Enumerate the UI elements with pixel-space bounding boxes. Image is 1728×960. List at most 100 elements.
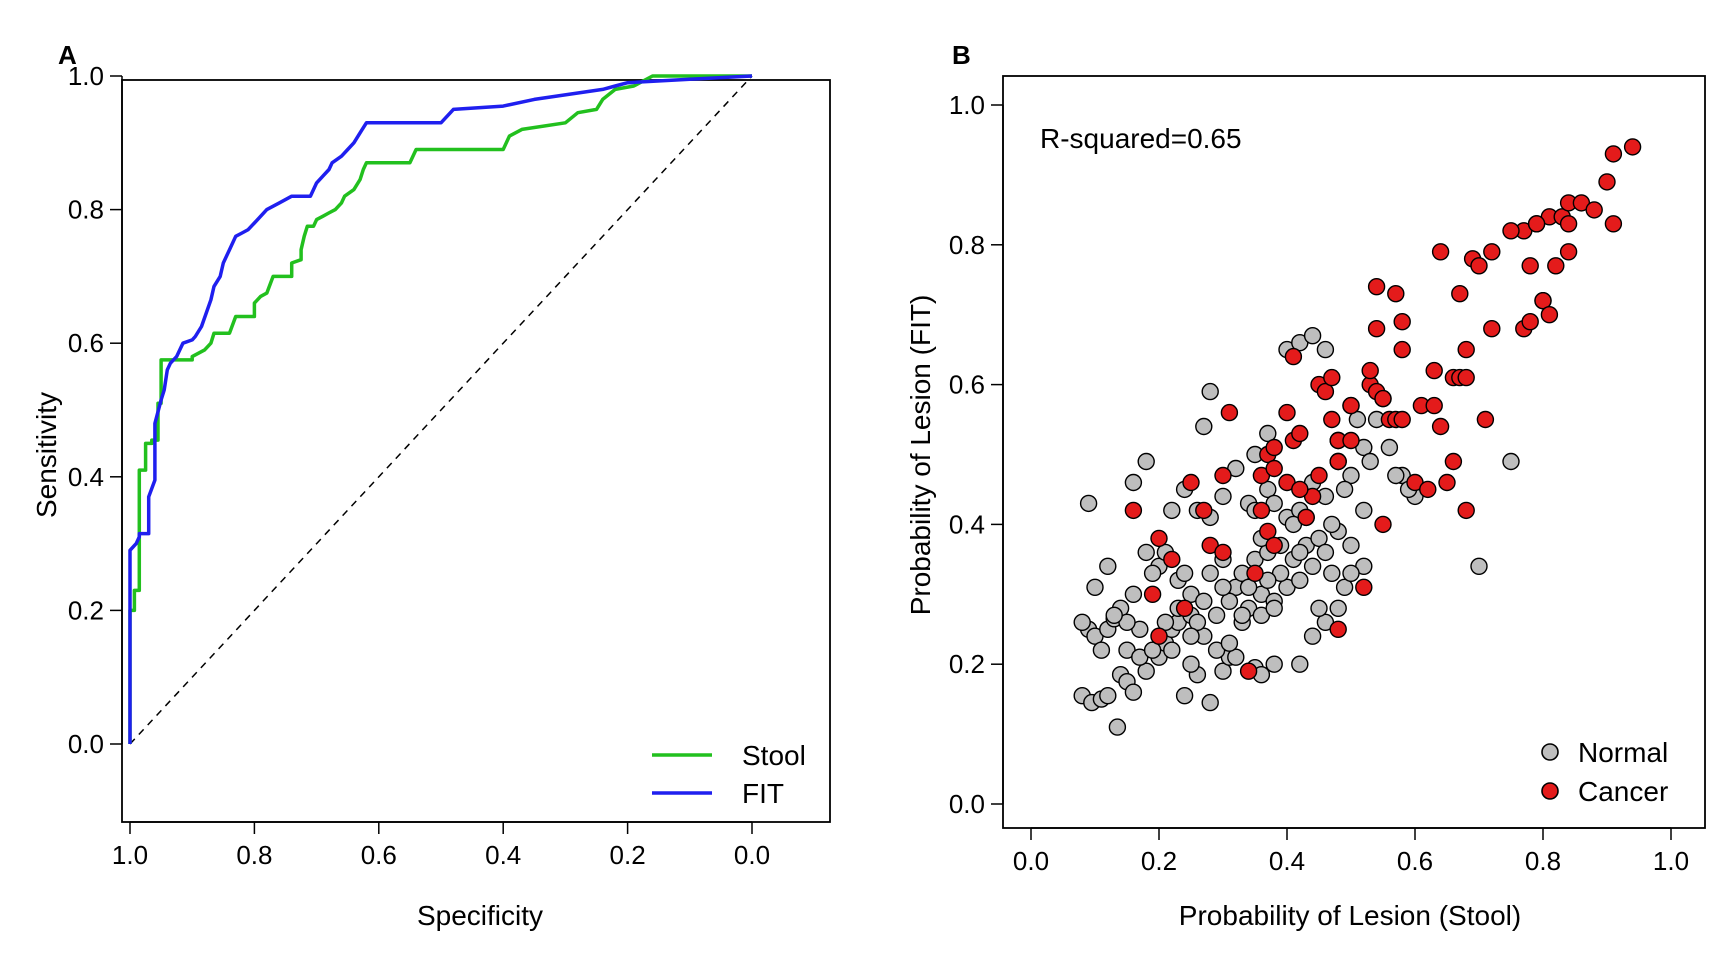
- scatter-point-normal: [1227, 648, 1245, 666]
- scatter-point-cancer: [1598, 173, 1616, 191]
- scatter-point-normal: [1086, 578, 1104, 596]
- scatter-point-cancer: [1483, 320, 1501, 338]
- scatter-point-normal: [1329, 599, 1347, 617]
- legend-marker-normal: [1541, 743, 1559, 761]
- scatter-point-normal: [1099, 687, 1117, 705]
- scatter-point-normal: [1310, 599, 1328, 617]
- scatter-point-normal: [1380, 438, 1399, 457]
- scatter-point-normal: [1143, 641, 1162, 659]
- scatter-point-normal: [1335, 480, 1354, 499]
- panel-b-legend: Normal Cancer: [1541, 737, 1668, 807]
- scatter-point-normal: [1201, 693, 1219, 712]
- scatter-point-cancer: [1220, 403, 1239, 422]
- scatter-point-cancer: [1374, 389, 1392, 408]
- scatter-point-normal: [1108, 718, 1127, 736]
- panel-b-y-tick-label: 0.4: [949, 509, 985, 539]
- panel-b-label: B: [952, 40, 971, 70]
- scatter-point-cancer: [1457, 501, 1475, 520]
- scatter-point-cancer: [1291, 424, 1309, 443]
- scatter-point-normal: [1195, 417, 1213, 436]
- legend-marker-cancer: [1541, 782, 1559, 800]
- scatter-point-cancer: [1527, 215, 1546, 233]
- scatter-point-cancer: [1559, 243, 1578, 261]
- panel-b-x-tick-label: 0.6: [1397, 846, 1433, 876]
- scatter-point-normal: [1220, 634, 1239, 652]
- scatter-point-normal: [1291, 655, 1309, 673]
- panel-a: A 1.0 0.8 0.6 0.4 0.2 0.0 0.0 0.2 0.4 0.6 0.8 1.0 S…: [31, 40, 831, 931]
- scatter-point-cancer: [1425, 361, 1443, 380]
- scatter-point-normal: [1214, 578, 1232, 596]
- panel-a-y-tick-label: 0.4: [68, 462, 104, 492]
- scatter-point-normal: [1137, 452, 1155, 471]
- scatter-point-normal: [1361, 452, 1379, 471]
- scatter-point-normal: [1316, 340, 1335, 359]
- legend-label-cancer: Cancer: [1578, 776, 1668, 807]
- scatter-point-cancer: [1239, 662, 1258, 680]
- scatter-point-cancer: [1483, 243, 1501, 261]
- scatter-point-cancer: [1387, 285, 1405, 303]
- scatter-point-normal: [1310, 529, 1328, 548]
- scatter-point-cancer: [1540, 306, 1559, 324]
- scatter-point-normal: [1207, 606, 1226, 624]
- scatter-point-cancer: [1323, 410, 1341, 429]
- scatter-point-cancer: [1163, 550, 1181, 569]
- scatter-point-normal: [1143, 564, 1162, 582]
- scatter-point-cancer: [1143, 585, 1162, 603]
- panel-a-y-tick-label: 0.2: [68, 595, 104, 625]
- scatter-point-cancer: [1547, 257, 1565, 275]
- scatter-point-normal: [1502, 452, 1520, 471]
- scatter-point-normal: [1124, 473, 1143, 492]
- scatter-point-cancer: [1604, 145, 1623, 163]
- scatter-point-cancer: [1246, 564, 1264, 582]
- scatter-point-normal: [1323, 515, 1341, 534]
- scatter-point-normal: [1175, 687, 1194, 705]
- scatter-point-cancer: [1323, 368, 1341, 387]
- scatter-point-cancer: [1297, 508, 1315, 527]
- scatter-point-normal: [1214, 662, 1232, 680]
- panel-a-y-tick-label: 0.6: [68, 328, 104, 358]
- scatter-point-cancer: [1374, 515, 1392, 534]
- scatter-point-cancer: [1623, 138, 1642, 156]
- scatter-point-normal: [1163, 641, 1181, 659]
- scatter-point-normal: [1239, 578, 1258, 596]
- scatter-point-normal: [1259, 480, 1277, 499]
- panel-a-legend: Stool FIT: [652, 740, 806, 809]
- scatter-point-cancer: [1470, 257, 1488, 275]
- scatter-point-normal: [1335, 578, 1354, 596]
- scatter-point-cancer: [1214, 466, 1232, 485]
- scatter-point-cancer: [1438, 473, 1456, 492]
- scatter-point-cancer: [1150, 627, 1168, 645]
- scatter-point-cancer: [1291, 480, 1309, 499]
- scatter-point-cancer: [1419, 480, 1437, 499]
- scatter-point-normal: [1348, 410, 1367, 429]
- scatter-point-normal: [1099, 557, 1117, 575]
- legend-label-stool: Stool: [742, 740, 806, 771]
- scatter-point-cancer: [1214, 543, 1232, 562]
- scatter-point-cancer: [1342, 396, 1360, 415]
- scatter-point-normal: [1259, 424, 1277, 443]
- scatter-point-cancer: [1265, 438, 1283, 457]
- scatter-point-normal: [1124, 683, 1143, 701]
- scatter-point-normal: [1355, 501, 1373, 520]
- scatter-point-cancer: [1195, 501, 1213, 520]
- panel-a-x-axis-title: Specificity: [417, 900, 543, 931]
- panel-b-y-tick-label: 0.2: [949, 649, 985, 679]
- scatter-point-normal: [1291, 543, 1309, 562]
- scatter-point-normal: [1175, 564, 1194, 582]
- panel-b-x-tick-label: 0.4: [1269, 846, 1305, 876]
- roc-curve-fit: [128, 74, 753, 744]
- scatter-point-cancer: [1265, 459, 1283, 478]
- panel-a-x-tick-label: 0.0: [734, 840, 770, 870]
- scatter-point-normal: [1092, 641, 1111, 659]
- scatter-point-normal: [1233, 606, 1251, 624]
- scatter-point-cancer: [1476, 410, 1495, 429]
- scatter-point-normal: [1137, 543, 1155, 562]
- panel-b-plot-frame: [1002, 75, 1706, 829]
- legend-label-normal: Normal: [1578, 737, 1668, 768]
- scatter-point-cancer: [1534, 292, 1552, 310]
- legend-label-fit: FIT: [742, 778, 784, 809]
- scatter-point-cancer: [1521, 313, 1539, 331]
- panel-a-x-tick-label: 0.6: [361, 840, 397, 870]
- panel-a-x-tick-label: 0.8: [236, 840, 272, 870]
